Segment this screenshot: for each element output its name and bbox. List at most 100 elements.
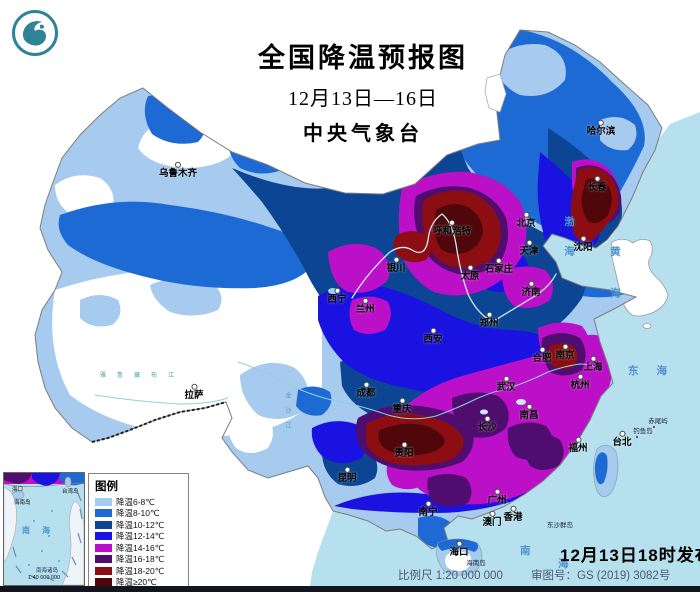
city-label: 澳门 [482,510,502,528]
city-label: 南宁 [418,500,438,518]
city-name: 昆明 [337,472,357,484]
city-name: 上海 [583,361,603,373]
city-marker [579,235,586,242]
sea-name-label: 东海 [628,365,685,377]
city-marker [483,415,490,422]
inset-map-art [4,473,84,585]
city-label: 香港 [503,505,523,523]
inset-islets [28,510,60,566]
city-name: 郑州 [479,317,499,329]
city-label: 合肥 [532,346,552,364]
city-marker [398,397,405,404]
city-marker [502,375,509,382]
city-name: 北京 [516,217,536,229]
city-label: 昆明 [337,466,357,484]
cma-logo-swirl [23,21,46,46]
city-label: 上海 [583,355,603,373]
city-marker [561,343,568,350]
city-name: 哈尔滨 [586,125,616,137]
city-marker [424,500,431,507]
island-label: 赤尾屿 [648,418,668,425]
city-label: 呼和浩特 [433,219,471,237]
city-marker [333,287,340,294]
legend-swatch [95,497,112,506]
inset-sea-name: 南海 [22,526,62,535]
city-label: 银川 [386,256,406,274]
city-name: 西安 [423,333,443,345]
legend-item: 降温12-14℃ [95,531,183,543]
legend-swatch [95,543,112,552]
city-marker [362,381,369,388]
city-marker [574,436,581,443]
approval-number: 审图号：GS (2019) 3082号 [531,570,671,582]
inset-scale: 1:40 000 000 [28,575,61,581]
city-marker [466,264,473,271]
city-label: 郑州 [479,311,499,329]
chiwei-islet [653,426,655,428]
city-marker [488,510,495,517]
city-label: 杭州 [570,373,590,391]
city-name: 济南 [521,286,541,298]
city-label: 武汉 [496,375,516,393]
taiwan-island [593,444,619,498]
publish-time: 12月13日18时发布 [560,546,700,565]
city-name: 拉萨 [184,389,204,401]
city-label: 西宁 [327,287,347,305]
city-name: 广州 [487,494,507,506]
city-label: 长沙 [477,415,497,433]
legend-box: 图例 降温6-8℃ 降温8-10℃ 降温10-12℃ 降温12-14℃ 降温14-16℃… [88,473,189,592]
city-name: 海口 [449,546,469,558]
south-china-sea-inset: 海口 海南岛 台湾岛 南海 南海诸岛 1:40 000 000 [3,472,85,586]
city-name: 杭州 [570,379,590,391]
cma-logo [12,10,58,56]
city-marker [448,219,455,226]
city-marker [522,211,529,218]
city-marker [455,540,462,547]
temperature-drop-fields [35,30,662,549]
city-name: 南京 [555,349,575,361]
city-marker [485,311,492,318]
city-marker [361,297,368,304]
yangtze-river [237,361,599,420]
city-marker [597,119,604,126]
legend-item: 降温16-18℃ [95,554,183,566]
inset-hainan-label: 海南岛 [14,500,31,506]
city-label: 海口 [449,540,469,558]
city-label: 台北 [612,430,632,448]
city-name: 石家庄 [484,263,514,275]
legend-label: 降温18-20℃ [116,565,165,576]
city-name: 太原 [460,270,480,282]
city-name: 福州 [568,442,588,454]
city-label: 成都 [356,381,376,399]
map-daterange: 12月13日—16日 [288,88,438,110]
legend-swatch [95,532,112,541]
map-agency: 中央气象台 [303,123,423,145]
city-marker [527,280,534,287]
legend-swatch [95,509,112,518]
city-marker [576,373,583,380]
island-label: 海南岛 [466,560,486,567]
bottom-border-strip [0,586,700,592]
sea-name-label: 渤海 [563,216,575,275]
map-title: 全国降温预报图 [258,43,468,73]
city-marker [343,466,350,473]
city-label: 西安 [423,327,443,345]
dongting-lake [480,409,488,415]
legend-swatch [95,578,112,587]
legend-swatch [95,555,112,564]
sea-name-label: 黄海 [609,246,621,329]
city-label: 福州 [568,436,588,454]
hainan-island [436,538,483,576]
city-name: 天津 [519,245,539,257]
city-name: 长春 [587,181,607,193]
legend-item: 降温10-12℃ [95,519,183,531]
poyang-lake [516,399,526,405]
legend-item: 降温≥20℃ [95,577,183,589]
city-marker [174,161,181,168]
city-label: 天津 [519,239,539,257]
city-name: 香港 [503,511,523,523]
legend-item: 降温14-16℃ [95,542,183,554]
legend-label: 降温≥20℃ [116,577,157,588]
